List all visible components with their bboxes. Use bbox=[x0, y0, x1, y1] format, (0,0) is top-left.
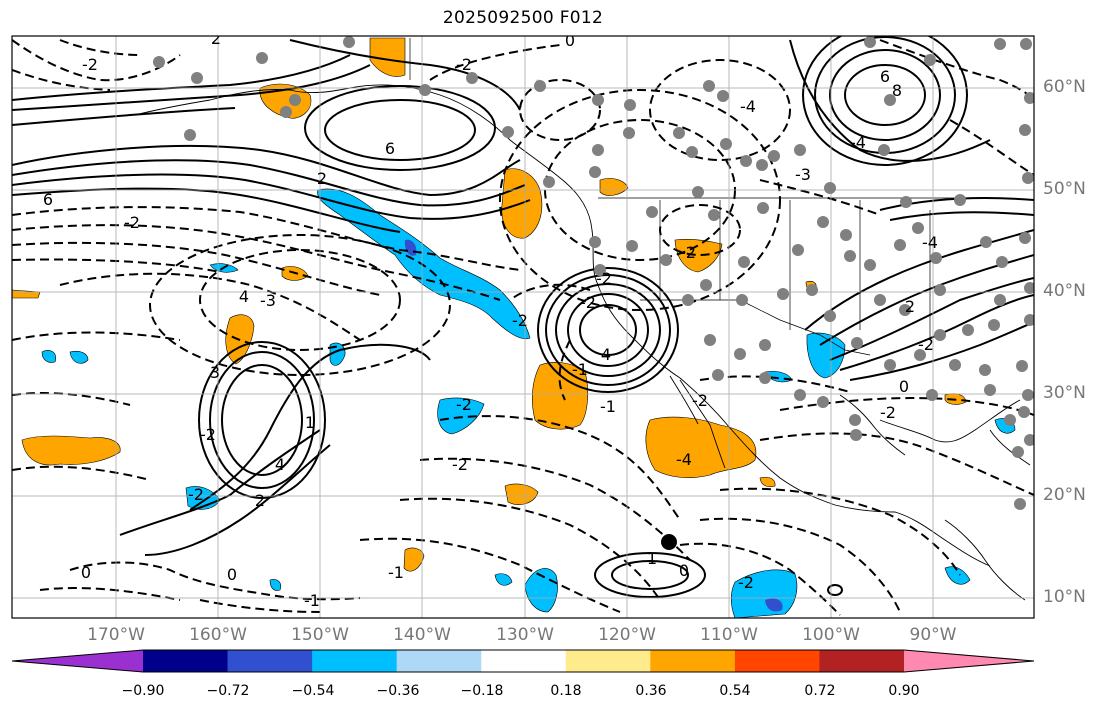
colorbar-segment bbox=[312, 650, 398, 672]
lat-label: 20°N bbox=[1043, 485, 1086, 505]
colorbar-segment bbox=[481, 650, 567, 672]
contour-label: -2 bbox=[452, 455, 468, 474]
colorbar-segment bbox=[396, 650, 482, 672]
contour-label: -2 bbox=[738, 573, 754, 592]
contour-label: 1 bbox=[647, 549, 657, 568]
lon-label: 140°W bbox=[393, 625, 451, 645]
lon-label: 100°W bbox=[802, 625, 860, 645]
contour-label: 4 bbox=[601, 345, 611, 364]
lon-label: 170°W bbox=[87, 625, 145, 645]
contour-label: 0 bbox=[227, 565, 237, 584]
contour-label: -4 bbox=[676, 450, 692, 469]
colorbar-segment bbox=[819, 650, 905, 672]
lat-label: 30°N bbox=[1043, 383, 1086, 403]
contour-label: 0 bbox=[679, 561, 689, 580]
lon-label: 130°W bbox=[496, 625, 554, 645]
contour-label: 4 bbox=[275, 455, 285, 474]
contour-label: 6 bbox=[385, 139, 395, 158]
colorbar-segment bbox=[650, 650, 736, 672]
colorbar-tick-label: −0.18 bbox=[460, 683, 504, 699]
contour-label: 8 bbox=[892, 81, 902, 100]
contour-label: 2 bbox=[211, 29, 221, 48]
station-markers bbox=[153, 36, 1034, 510]
contour-label: -2 bbox=[692, 391, 708, 410]
lat-label: 50°N bbox=[1043, 179, 1086, 199]
lon-label: 110°W bbox=[700, 625, 758, 645]
colorbar-tick-label: −0.36 bbox=[376, 683, 420, 699]
contour-labels: 2 0 -2 -2 6 6 -4 6 8 -4 -3 2 -2 4 -3 -2 … bbox=[43, 29, 938, 610]
colorbar-extend-low bbox=[12, 650, 143, 672]
contour-label: -2 bbox=[580, 293, 596, 312]
colorbar-segment bbox=[227, 650, 313, 672]
colorbar-outline bbox=[11, 649, 1035, 673]
contour-label: 0 bbox=[899, 377, 909, 396]
colorbar-tick-label: 0.54 bbox=[719, 683, 751, 699]
contour-label: 1 bbox=[305, 413, 315, 432]
contour-label: -2 bbox=[200, 425, 216, 444]
colorbar-segment bbox=[143, 650, 229, 672]
contour-label: -4 bbox=[850, 133, 866, 152]
contour-label: -2 bbox=[188, 485, 204, 504]
contour-label: -1 bbox=[388, 563, 404, 582]
contour-label: 0 bbox=[565, 31, 575, 50]
contour-label: 2 bbox=[317, 169, 327, 188]
center-marker bbox=[661, 534, 677, 550]
colorbar-tick-label: 0.90 bbox=[888, 683, 920, 699]
contour-label: -3 bbox=[260, 291, 276, 310]
contour-label: 4 bbox=[239, 287, 249, 306]
lat-label: 60°N bbox=[1043, 77, 1086, 97]
contour-label: -2 bbox=[82, 55, 98, 74]
colorbar-extend-high bbox=[904, 650, 1034, 672]
colorbar-tick-label: 0.72 bbox=[804, 683, 836, 699]
colorbar-tick-label: −0.54 bbox=[291, 683, 335, 699]
map-title: 2025092500 F012 bbox=[442, 8, 604, 28]
contour-label: 0 bbox=[81, 563, 91, 582]
contour-label: -2 bbox=[456, 55, 472, 74]
contour-label: -1 bbox=[600, 397, 616, 416]
graticule bbox=[12, 36, 1034, 618]
contour-label: -2 bbox=[512, 311, 528, 330]
map-frame bbox=[11, 35, 1035, 619]
contour-label: -1 bbox=[304, 591, 320, 610]
lat-label: 10°N bbox=[1043, 587, 1086, 607]
lon-label: 120°W bbox=[598, 625, 656, 645]
contour-label: 6 bbox=[880, 67, 890, 86]
colorbar-tick-label: −0.90 bbox=[121, 683, 165, 699]
contour-label: 2 bbox=[255, 491, 265, 510]
lon-label: 160°W bbox=[189, 625, 247, 645]
solid-contours bbox=[12, 36, 1034, 598]
contour-label: 6 bbox=[43, 190, 53, 209]
colorbar bbox=[11, 649, 1035, 673]
contour-label: -2 bbox=[880, 403, 896, 422]
contour-label: 2 bbox=[905, 297, 915, 316]
contour-label: -1 bbox=[572, 360, 588, 379]
colorbar-segment bbox=[565, 650, 651, 672]
contour-label: -4 bbox=[922, 233, 938, 252]
lat-label: 40°N bbox=[1043, 281, 1086, 301]
contour-label: 3 bbox=[210, 363, 220, 382]
colorbar-tick-label: −0.72 bbox=[206, 683, 250, 699]
contour-label: -3 bbox=[795, 165, 811, 184]
colorbar-tick-label: 0.36 bbox=[635, 683, 667, 699]
contour-label: -2 bbox=[124, 213, 140, 232]
lon-label: 90°W bbox=[909, 625, 957, 645]
colorbar-tick-label: 0.18 bbox=[550, 683, 582, 699]
contour-label: -4 bbox=[740, 97, 756, 116]
lon-label: 150°W bbox=[291, 625, 349, 645]
contour-label: -2 bbox=[596, 269, 612, 288]
contour-label: -2 bbox=[680, 243, 696, 262]
contour-label: -2 bbox=[456, 395, 472, 414]
colorbar-segment bbox=[734, 650, 820, 672]
contour-label: -2 bbox=[918, 335, 934, 354]
